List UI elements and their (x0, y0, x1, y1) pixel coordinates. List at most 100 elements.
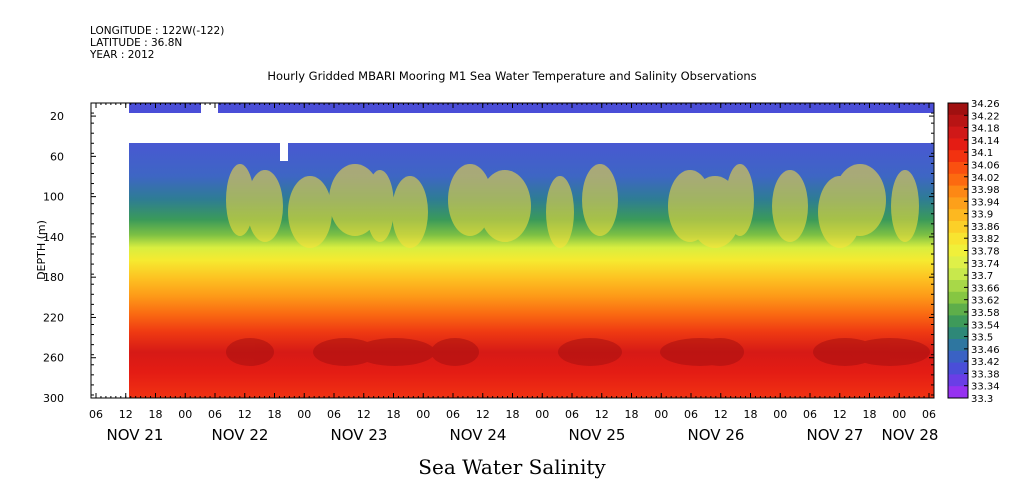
yellow-intrusion (247, 170, 283, 242)
x-tick-label: 12 (476, 408, 490, 421)
surface-gap (201, 103, 218, 113)
colorbar-label: 33.74 (971, 259, 1000, 270)
x-date-label: NOV 22 (212, 426, 269, 444)
yellow-intrusion (288, 176, 332, 248)
colorbar-segment (948, 268, 968, 281)
yellow-intrusion (582, 164, 618, 236)
x-date-label: NOV 24 (450, 426, 507, 444)
y-axis-title: DEPTH (m) (35, 220, 48, 280)
x-tick-label: 06 (922, 408, 936, 421)
colorbar-segment (948, 291, 968, 305)
colorbar-segment (948, 374, 968, 387)
colorbar-label: 34.26 (971, 99, 1000, 110)
x-tick-label: 00 (416, 408, 430, 421)
colorbar-label: 33.82 (971, 234, 1000, 245)
x-tick-label: 18 (387, 408, 401, 421)
dark-red-patch (850, 338, 930, 366)
yellow-intrusion (772, 170, 808, 242)
dark-red-patch (696, 338, 744, 366)
header-longitude: LONGITUDE : 122W(-122) (90, 25, 225, 37)
x-tick-label: 18 (744, 408, 758, 421)
colorbar-label: 33.7 (971, 271, 993, 282)
colorbar-segment (948, 126, 968, 139)
yellow-intrusion (392, 176, 428, 248)
colorbar-segment (948, 280, 968, 293)
yellow-intrusion (546, 176, 574, 248)
plot-area (129, 103, 934, 398)
x-date-label: NOV 28 (882, 426, 939, 444)
colorbar-label: 33.94 (971, 197, 1000, 208)
y-tick-label: 220 (43, 311, 64, 324)
colorbar-label: 33.34 (971, 382, 1000, 393)
field-texture (226, 164, 930, 366)
header-latitude: LATITUDE : 36.8N (90, 37, 183, 49)
y-tick-label: 60 (50, 150, 64, 163)
y-tick-label: 140 (43, 231, 64, 244)
chart-title: Hourly Gridded MBARI Mooring M1 Sea Wate… (267, 69, 757, 83)
dark-red-patch (431, 338, 479, 366)
x-tick-label: 00 (773, 408, 787, 421)
x-tick-label: 18 (506, 408, 520, 421)
y-tick-label: 180 (43, 271, 64, 284)
axes: 20 60 100 140 180 220 260 300 DEPTH (m) 06 12 18 00 0… (35, 102, 939, 444)
x-date-label: NOV 27 (807, 426, 864, 444)
x-tick-label: 12 (357, 408, 371, 421)
colorbar: 34.2634.2234.1834.1434.134.0634.0233.983… (947, 99, 1000, 405)
colorbar-label: 33.46 (971, 345, 1000, 356)
colorbar-label: 33.58 (971, 308, 1000, 319)
x-tick-label: 00 (535, 408, 549, 421)
colorbar-label: 33.86 (971, 222, 1000, 233)
colorbar-segment (948, 173, 968, 187)
x-tick-label: 00 (297, 408, 311, 421)
x-tick-label: 00 (654, 408, 668, 421)
x-tick-label: 06 (803, 408, 817, 421)
x-tick-label: 06 (565, 408, 579, 421)
colorbar-segment (948, 162, 968, 175)
yellow-intrusion (366, 170, 394, 242)
colorbar-segment (948, 209, 968, 222)
colorbar-segment (948, 103, 968, 116)
colorbar-label: 33.78 (971, 247, 1000, 258)
y-tick-label: 20 (50, 110, 64, 123)
colorbar-label: 33.5 (971, 333, 993, 344)
colorbar-label: 34.14 (971, 136, 1000, 147)
x-tick-label: 18 (625, 408, 639, 421)
colorbar-label: 33.3 (971, 394, 993, 405)
colorbar-segment (948, 256, 968, 269)
colorbar-segment (948, 315, 968, 328)
colorbar-label: 34.18 (971, 124, 1000, 135)
colorbar-segment (948, 386, 968, 399)
x-tick-label: 18 (268, 408, 282, 421)
colorbar-segment (948, 232, 968, 246)
colorbar-label: 34.06 (971, 160, 1000, 171)
colorbar-label: 34.22 (971, 111, 1000, 122)
colorbar-label: 33.66 (971, 283, 1000, 294)
x-tick-label: 12 (119, 408, 133, 421)
colorbar-segment (948, 244, 968, 257)
colorbar-label: 33.98 (971, 185, 1000, 196)
x-tick-label: 00 (892, 408, 906, 421)
colorbar-label: 34.1 (971, 148, 993, 159)
colorbar-segment (948, 221, 968, 234)
yellow-intrusion (834, 164, 886, 236)
x-tick-label: 18 (863, 408, 877, 421)
dark-red-patch (558, 338, 622, 366)
data-gap (280, 143, 288, 161)
colorbar-segment (948, 150, 968, 163)
x-tick-label: 00 (178, 408, 192, 421)
colorbar-segment (948, 362, 968, 375)
y-tick-label: 300 (43, 392, 64, 405)
colorbar-segment (948, 327, 968, 340)
x-tick-label: 12 (714, 408, 728, 421)
x-date-label: NOV 26 (688, 426, 745, 444)
colorbar-label: 33.9 (971, 210, 993, 221)
x-date-label: NOV 21 (107, 426, 164, 444)
colorbar-segment (948, 114, 968, 128)
yellow-intrusion (726, 164, 754, 236)
colorbar-segment (948, 339, 968, 352)
colorbar-segment (948, 197, 968, 210)
colorbar-label: 33.38 (971, 369, 1000, 380)
header-year: YEAR : 2012 (90, 49, 155, 61)
colorbar-label: 33.54 (971, 320, 1000, 331)
